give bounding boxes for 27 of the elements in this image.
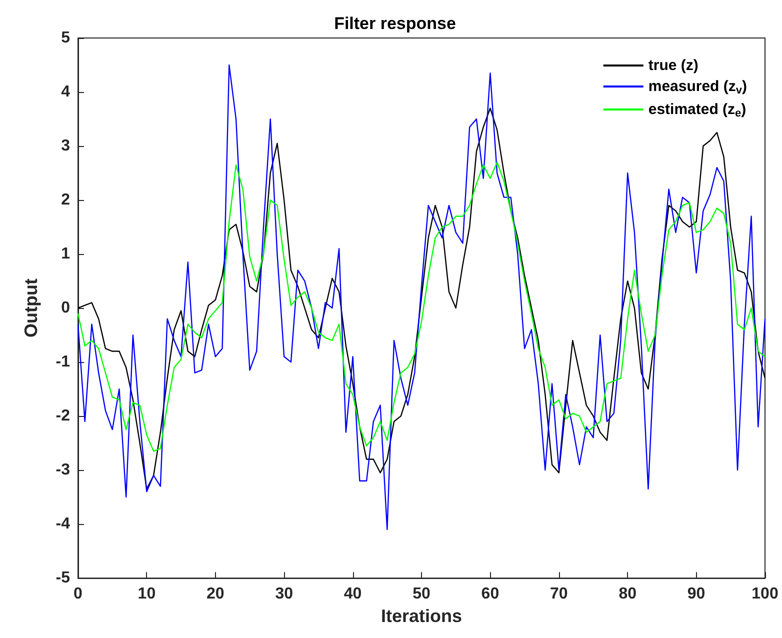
x-tick-label: 100 — [752, 586, 778, 603]
x-tick-label: 90 — [687, 586, 706, 603]
y-tick-label: -5 — [56, 570, 70, 587]
x-tick-label: 70 — [550, 586, 568, 603]
y-tick-label: -1 — [56, 354, 70, 371]
y-tick-label: 1 — [61, 246, 70, 263]
x-axis-title: Iterations — [380, 606, 462, 626]
y-tick-label: 0 — [61, 300, 70, 317]
y-tick-label: 2 — [61, 192, 70, 209]
x-tick-label: 30 — [275, 586, 294, 603]
chart-title: Filter response — [334, 14, 456, 33]
x-tick-label: 20 — [206, 586, 224, 603]
x-tick-label: 60 — [481, 586, 500, 603]
x-tick-label: 10 — [138, 586, 156, 603]
y-tick-label: -2 — [56, 408, 70, 425]
x-tick-label: 80 — [618, 586, 637, 603]
y-tick-label: 4 — [61, 84, 70, 101]
legend-label: true (z) — [648, 57, 698, 74]
x-tick-label: 50 — [412, 586, 430, 603]
y-tick-label: 3 — [61, 138, 70, 155]
line-series — [77, 162, 766, 452]
y-tick-label: -4 — [56, 516, 70, 533]
x-tick-label: 0 — [74, 586, 83, 603]
y-axis-title: Output — [21, 278, 41, 338]
x-tick-label: 40 — [344, 586, 362, 603]
y-tick-label: -3 — [56, 462, 70, 479]
y-tick-label: 5 — [61, 30, 70, 46]
